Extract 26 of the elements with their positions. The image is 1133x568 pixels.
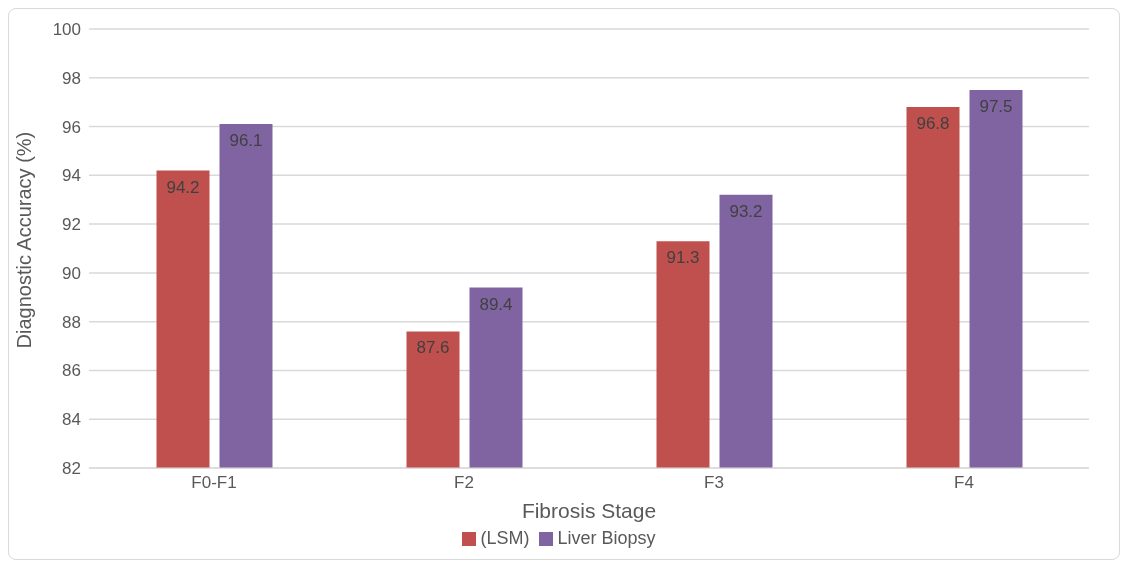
x-tick-label: F0-F1	[191, 473, 237, 493]
data-label: 91.3	[666, 248, 700, 268]
y-tick-label: 82	[62, 459, 81, 479]
x-tick-label: F2	[454, 473, 474, 493]
y-tick-label: 84	[62, 410, 81, 430]
data-label: 94.2	[166, 177, 200, 197]
data-label: 96.1	[229, 131, 263, 151]
y-tick-label: 98	[62, 68, 81, 88]
data-label: 93.2	[729, 201, 763, 221]
y-tick-label: 100	[52, 20, 81, 40]
data-label: 89.4	[479, 294, 513, 314]
legend-label: (LSM)	[480, 528, 530, 548]
x-tick-label: F3	[704, 473, 724, 493]
y-tick-label: 88	[62, 312, 81, 332]
y-tick-label: 90	[62, 263, 81, 283]
y-tick-label: 92	[62, 215, 81, 235]
data-label: 96.8	[916, 114, 950, 134]
y-tick-label: 86	[62, 361, 81, 381]
y-tick-label: 96	[62, 117, 81, 137]
x-tick-label: F4	[954, 473, 974, 493]
data-label: 87.6	[416, 338, 450, 358]
y-tick-label: 94	[62, 166, 81, 186]
x-axis-title: Fibrosis Stage	[521, 499, 657, 522]
legend-label: Liver Biopsy	[557, 528, 656, 548]
data-label: 97.5	[979, 97, 1013, 117]
y-axis-title: Diagnostic Accuracy (%)	[13, 131, 36, 349]
